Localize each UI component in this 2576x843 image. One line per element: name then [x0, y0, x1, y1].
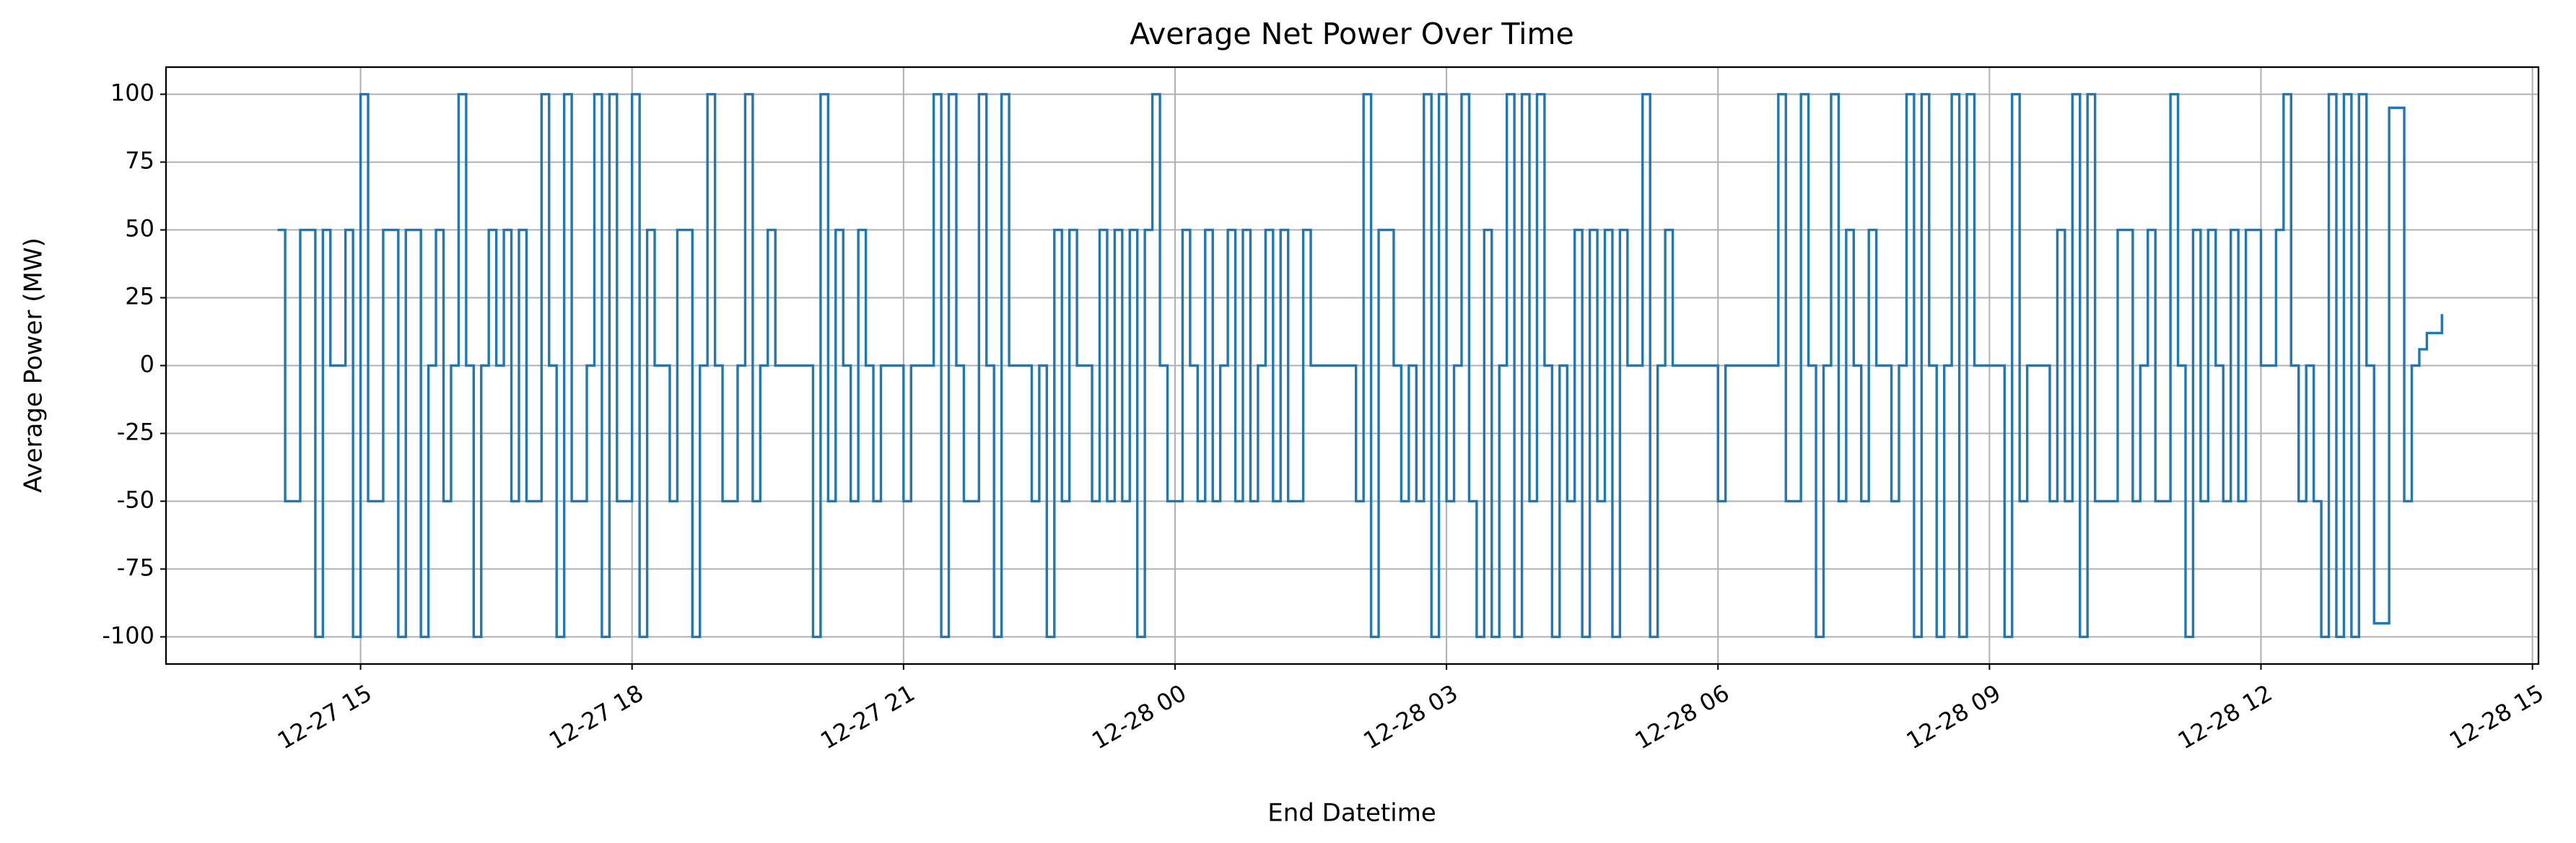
y-axis-label: Average Power (MW) — [19, 237, 48, 493]
y-tick-label: 100 — [110, 79, 154, 107]
y-tick-label: -25 — [117, 418, 154, 445]
y-tick-label: -50 — [117, 486, 154, 513]
y-tick-label: -100 — [102, 621, 154, 649]
y-tick-label: 0 — [140, 351, 154, 378]
x-axis-label: End Datetime — [1267, 799, 1436, 828]
plot-area — [277, 92, 2443, 639]
y-tick-label: 50 — [125, 215, 154, 243]
y-tick-label: 75 — [125, 147, 154, 175]
y-tick-label: -75 — [117, 554, 154, 581]
step-line — [277, 92, 2443, 639]
y-tick-label: 25 — [125, 283, 154, 310]
chart-title: Average Net Power Over Time — [1130, 17, 1573, 51]
